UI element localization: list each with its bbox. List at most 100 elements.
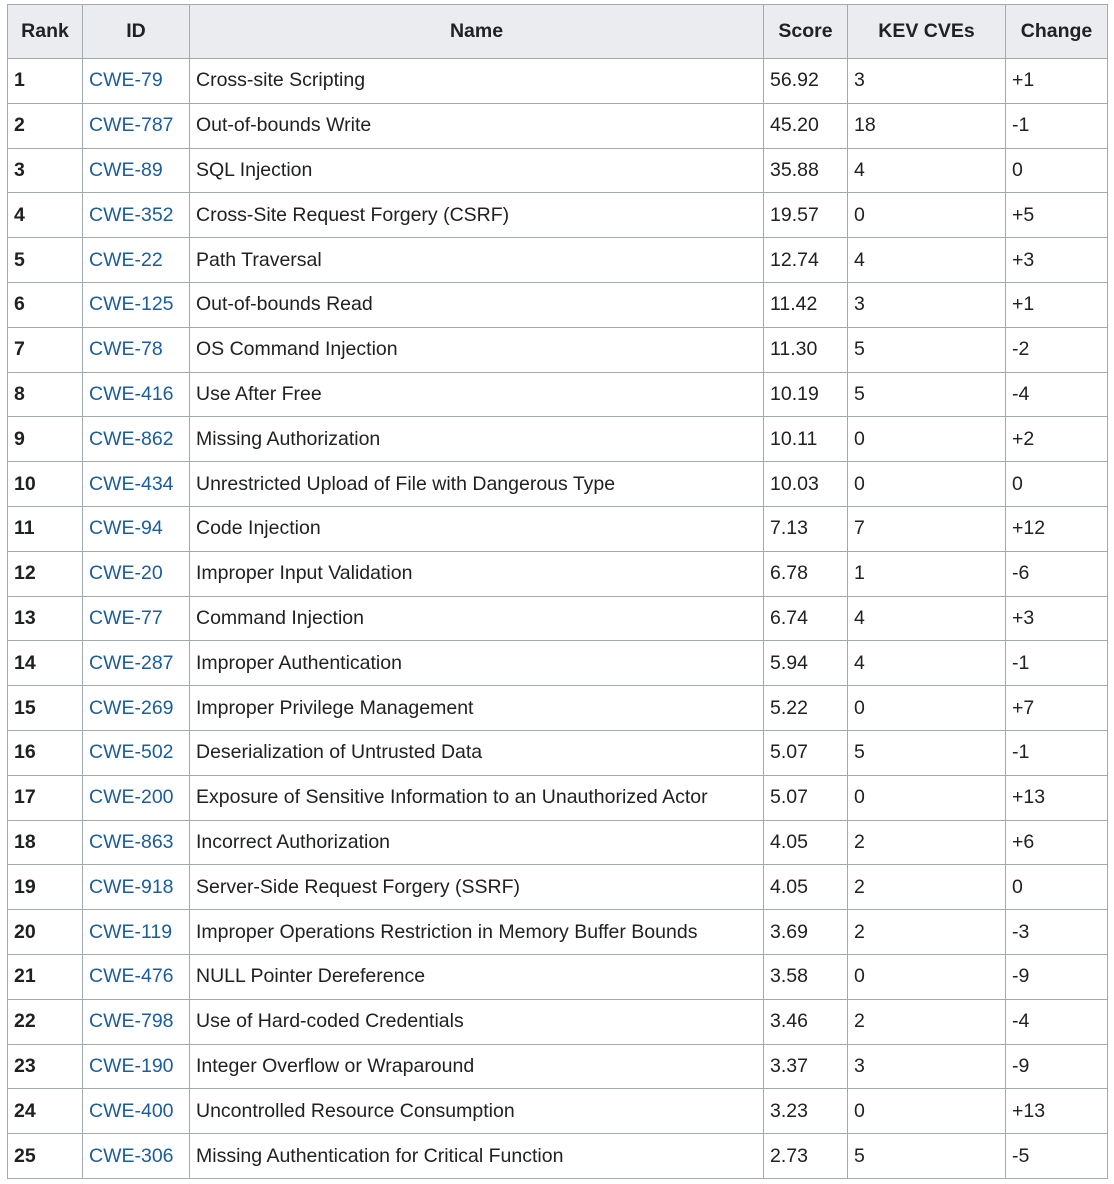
table-row: 15 CWE-269 Improper Privilege Management 5.…: [7, 685, 1108, 731]
table-row: 10 CWE-434 Unrestricted Upload of File wit…: [7, 461, 1108, 507]
cwe-link[interactable]: CWE-78: [89, 338, 163, 361]
weakness-name: Out-of-bounds Read: [189, 281, 764, 328]
rank: 24: [7, 1088, 83, 1135]
cwe-link[interactable]: CWE-862: [89, 427, 174, 450]
score: 3.23: [763, 1088, 848, 1135]
score: 10.19: [763, 371, 848, 418]
cell: CWE-190: [82, 1043, 190, 1090]
cwe-link[interactable]: CWE-119: [89, 920, 173, 943]
cell: CWE-125: [82, 281, 190, 328]
kev-cves: 4: [847, 595, 1006, 642]
cwe-link[interactable]: CWE-918: [89, 875, 174, 898]
kev-cves: 5: [847, 1133, 1006, 1179]
weakness-name: Uncontrolled Resource Consumption: [189, 1088, 764, 1135]
weakness-name: Cross-site Scripting: [189, 58, 764, 104]
table-row: 11 CWE-94 Code Injection 7.13 7 +12: [7, 505, 1108, 552]
score: 5.07: [763, 774, 848, 821]
rank-change: +13: [1005, 774, 1108, 821]
score: 3.58: [763, 953, 848, 1000]
table-row: 9 CWE-862 Missing Authorization 10.11 0 +2: [7, 416, 1108, 463]
cwe-link[interactable]: CWE-190: [89, 1054, 174, 1077]
cell: CWE-94: [82, 505, 190, 552]
rank-change: 0: [1005, 147, 1108, 194]
score: 7.13: [763, 505, 848, 552]
cwe-link[interactable]: CWE-416: [89, 382, 174, 405]
rank-change: -4: [1005, 371, 1108, 418]
weakness-name: Use of Hard-coded Credentials: [189, 998, 764, 1045]
cell: CWE-416: [82, 371, 190, 418]
rank-change: +5: [1005, 192, 1108, 239]
rank: 10: [7, 461, 83, 507]
rank: 7: [7, 326, 83, 373]
cwe-link[interactable]: CWE-787: [89, 114, 174, 137]
cwe-link[interactable]: CWE-863: [89, 830, 174, 853]
kev-cves: 1: [847, 550, 1006, 597]
cell: CWE-20: [82, 550, 190, 597]
weakness-name: Deserialization of Untrusted Data: [189, 729, 764, 776]
table-row: 2 CWE-787 Out-of-bounds Write 45.20 18 -1: [7, 102, 1108, 149]
rank-change: -5: [1005, 1133, 1108, 1179]
cell: CWE-22: [82, 237, 190, 283]
cwe-link[interactable]: CWE-502: [89, 741, 174, 764]
cell: CWE-352: [82, 192, 190, 239]
rank: 20: [7, 909, 83, 955]
cwe-link[interactable]: CWE-476: [89, 965, 174, 988]
kev-cves: 0: [847, 416, 1006, 463]
cell: CWE-787: [82, 102, 190, 149]
weakness-name: Exposure of Sensitive Information to an …: [189, 774, 764, 821]
cell: CWE-400: [82, 1088, 190, 1135]
rank-change: +6: [1005, 819, 1108, 866]
score: 45.20: [763, 102, 848, 149]
rank: 2: [7, 102, 83, 149]
cwe-link[interactable]: CWE-79: [89, 69, 163, 92]
cell: CWE-89: [82, 147, 190, 194]
column-header: ID: [82, 4, 190, 59]
cwe-link[interactable]: CWE-287: [89, 651, 174, 674]
cwe-link[interactable]: CWE-400: [89, 1099, 174, 1122]
table-row: 17 CWE-200 Exposure of Sensitive Informati…: [7, 774, 1108, 821]
kev-cves: 5: [847, 371, 1006, 418]
rank: 14: [7, 640, 83, 687]
column-header: KEV CVEs: [847, 4, 1006, 59]
rank-change: -1: [1005, 640, 1108, 687]
table-row: 19 CWE-918 Server-Side Request Forgery (SS…: [7, 864, 1108, 911]
cwe-link[interactable]: CWE-125: [89, 293, 174, 316]
weakness-name: Code Injection: [189, 505, 764, 552]
header-row: Rank ID Name Score KEV CVEs Change: [7, 4, 1108, 59]
rank: 18: [7, 819, 83, 866]
cwe-link[interactable]: CWE-89: [89, 158, 163, 181]
table-row: 20 CWE-119 Improper Operations Restriction…: [7, 909, 1108, 955]
cwe-link[interactable]: CWE-20: [89, 562, 163, 585]
kev-cves: 4: [847, 237, 1006, 283]
kev-cves: 7: [847, 505, 1006, 552]
cwe-link[interactable]: CWE-434: [89, 472, 174, 495]
weakness-name: Missing Authorization: [189, 416, 764, 463]
score: 6.78: [763, 550, 848, 597]
rank: 12: [7, 550, 83, 597]
rank-change: +1: [1005, 58, 1108, 104]
cell: CWE-434: [82, 461, 190, 507]
cwe-link[interactable]: CWE-306: [89, 1144, 174, 1167]
rank-change: -6: [1005, 550, 1108, 597]
cwe-link[interactable]: CWE-352: [89, 203, 174, 226]
cwe-link[interactable]: CWE-77: [89, 606, 163, 629]
score: 56.92: [763, 58, 848, 104]
weakness-name: Improper Input Validation: [189, 550, 764, 597]
rank: 13: [7, 595, 83, 642]
table-row: 5 CWE-22 Path Traversal 12.74 4 +3: [7, 237, 1108, 283]
cell: CWE-77: [82, 595, 190, 642]
cwe-link[interactable]: CWE-798: [89, 1010, 174, 1033]
kev-cves: 2: [847, 909, 1006, 955]
table-row: 22 CWE-798 Use of Hard-coded Credentials 3.…: [7, 998, 1108, 1045]
cwe-link[interactable]: CWE-22: [89, 248, 163, 271]
kev-cves: 3: [847, 281, 1006, 328]
weakness-name: Server-Side Request Forgery (SSRF): [189, 864, 764, 911]
score: 11.30: [763, 326, 848, 373]
cwe-link[interactable]: CWE-269: [89, 696, 174, 719]
cwe-link[interactable]: CWE-94: [89, 517, 163, 540]
rank: 11: [7, 505, 83, 552]
rank-change: 0: [1005, 864, 1108, 911]
rank-change: -3: [1005, 909, 1108, 955]
cwe-link[interactable]: CWE-200: [89, 786, 174, 809]
table-row: 16 CWE-502 Deserialization of Untrusted Da…: [7, 729, 1108, 776]
